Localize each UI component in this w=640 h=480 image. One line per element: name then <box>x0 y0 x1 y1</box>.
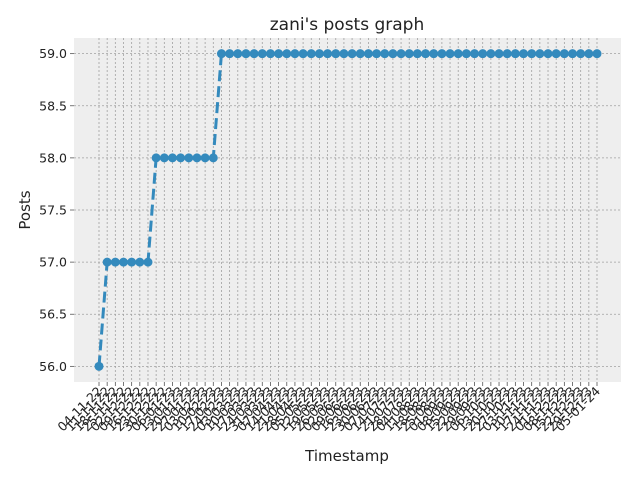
data-point <box>486 49 496 59</box>
data-point <box>151 153 161 163</box>
data-point <box>404 49 414 59</box>
data-point <box>118 257 128 267</box>
y-tick-label: 56.5 <box>39 307 67 322</box>
data-point <box>184 153 194 163</box>
y-tick-label: 59.0 <box>39 46 67 61</box>
data-point <box>241 49 251 59</box>
data-point <box>502 49 512 59</box>
data-point <box>568 49 578 59</box>
data-point <box>372 49 382 59</box>
data-point <box>576 49 586 59</box>
data-point <box>478 49 488 59</box>
data-point <box>445 49 455 59</box>
data-point <box>274 49 284 59</box>
data-point <box>192 153 202 163</box>
data-point <box>249 49 259 59</box>
data-point <box>290 49 300 59</box>
x-axis-label: Timestamp <box>304 447 389 465</box>
data-point <box>510 49 520 59</box>
data-point <box>461 49 471 59</box>
data-point <box>543 49 553 59</box>
data-point <box>135 257 145 267</box>
y-axis-label: Posts <box>16 190 34 229</box>
data-point <box>143 257 153 267</box>
data-point <box>363 49 373 59</box>
data-point <box>282 49 292 59</box>
data-point <box>388 49 398 59</box>
data-point <box>355 49 365 59</box>
data-point <box>94 361 104 371</box>
data-point <box>527 49 537 59</box>
data-point <box>200 153 210 163</box>
data-point <box>453 49 463 59</box>
data-point <box>167 153 177 163</box>
data-point <box>421 49 431 59</box>
data-point <box>298 49 308 59</box>
data-point <box>437 49 447 59</box>
data-point <box>470 49 480 59</box>
data-point <box>551 49 561 59</box>
data-point <box>127 257 137 267</box>
data-point <box>592 49 602 59</box>
y-tick-label: 58.5 <box>39 98 67 113</box>
series-layer <box>94 49 602 371</box>
data-point <box>216 49 226 59</box>
data-point <box>412 49 422 59</box>
data-point <box>559 49 569 59</box>
data-point <box>347 49 357 59</box>
data-point <box>208 153 218 163</box>
data-point <box>233 49 243 59</box>
data-point <box>380 49 390 59</box>
y-tick-label: 56.0 <box>39 359 67 374</box>
data-point <box>257 49 267 59</box>
data-point <box>339 49 349 59</box>
data-point <box>331 49 341 59</box>
y-axis: 56.0 56.5 57.0 57.5 58.0 58.5 59.0 <box>39 46 74 374</box>
data-point <box>584 49 594 59</box>
y-tick-label: 58.0 <box>39 150 67 165</box>
data-point <box>314 49 324 59</box>
data-point <box>265 49 275 59</box>
data-point <box>306 49 316 59</box>
data-point <box>535 49 545 59</box>
data-point <box>110 257 120 267</box>
data-point <box>102 257 112 267</box>
data-point <box>519 49 529 59</box>
data-point <box>396 49 406 59</box>
data-point <box>159 153 169 163</box>
data-point <box>323 49 333 59</box>
data-point <box>494 49 504 59</box>
data-point <box>225 49 235 59</box>
data-point <box>429 49 439 59</box>
y-tick-label: 57.0 <box>39 255 67 270</box>
x-axis: 04-11-2211-11-2218-11-2225-11-2202-12-22… <box>54 382 603 434</box>
y-tick-label: 57.5 <box>39 203 67 218</box>
chart-title: zani's posts graph <box>270 15 425 35</box>
data-point <box>176 153 186 163</box>
